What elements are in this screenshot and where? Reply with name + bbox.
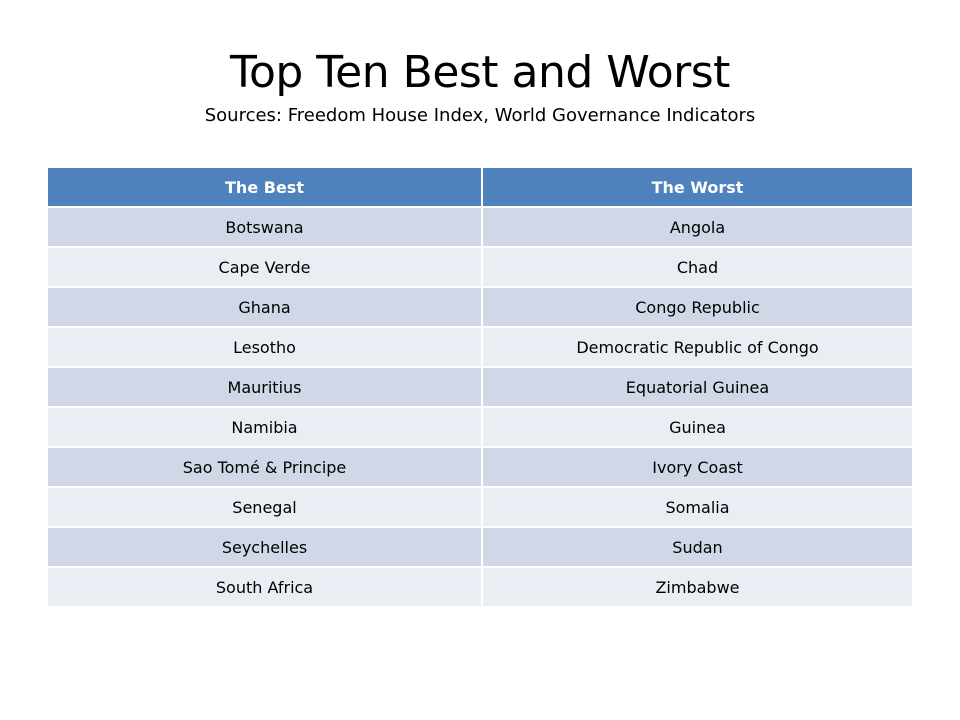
table-row: South Africa Zimbabwe — [48, 567, 912, 608]
worst-cell: Congo Republic — [482, 287, 912, 328]
worst-cell: Ivory Coast — [482, 447, 912, 488]
table-row: Ghana Congo Republic — [48, 287, 912, 328]
table-row: Senegal Somalia — [48, 487, 912, 528]
worst-cell: Zimbabwe — [482, 567, 912, 608]
best-cell: South Africa — [48, 567, 483, 608]
table-row: Mauritius Equatorial Guinea — [48, 367, 912, 408]
worst-cell: Democratic Republic of Congo — [482, 327, 912, 368]
comparison-table: The Best The Worst Botswana Angola Cape … — [48, 168, 912, 608]
table-row: Lesotho Democratic Republic of Congo — [48, 327, 912, 368]
worst-cell: Angola — [482, 207, 912, 248]
column-header-best: The Best — [48, 168, 483, 208]
worst-cell: Sudan — [482, 527, 912, 568]
header-row: The Best The Worst — [48, 168, 912, 208]
table-body: Botswana Angola Cape Verde Chad Ghana Co… — [48, 207, 912, 608]
worst-cell: Guinea — [482, 407, 912, 448]
table-row: Sao Tomé & Principe Ivory Coast — [48, 447, 912, 488]
best-cell: Mauritius — [48, 367, 483, 408]
table-row: Seychelles Sudan — [48, 527, 912, 568]
worst-cell: Somalia — [482, 487, 912, 528]
table-row: Namibia Guinea — [48, 407, 912, 448]
worst-cell: Chad — [482, 247, 912, 288]
best-cell: Namibia — [48, 407, 483, 448]
column-header-worst: The Worst — [482, 168, 912, 208]
worst-cell: Equatorial Guinea — [482, 367, 912, 408]
table-row: Cape Verde Chad — [48, 247, 912, 288]
best-cell: Cape Verde — [48, 247, 483, 288]
best-cell: Botswana — [48, 207, 483, 248]
slide-subtitle: Sources: Freedom House Index, World Gove… — [204, 105, 756, 126]
best-cell: Seychelles — [48, 527, 483, 568]
title-block: Top Ten Best and Worst Sources: Freedom … — [0, 44, 960, 130]
best-cell: Lesotho — [48, 327, 483, 368]
slide-title: Top Ten Best and Worst — [230, 47, 730, 98]
table-row: Botswana Angola — [48, 207, 912, 248]
best-cell: Sao Tomé & Principe — [48, 447, 483, 488]
best-cell: Ghana — [48, 287, 483, 328]
table-header: The Best The Worst — [48, 168, 912, 208]
comparison-table-container: The Best The Worst Botswana Angola Cape … — [48, 168, 912, 608]
best-cell: Senegal — [48, 487, 483, 528]
